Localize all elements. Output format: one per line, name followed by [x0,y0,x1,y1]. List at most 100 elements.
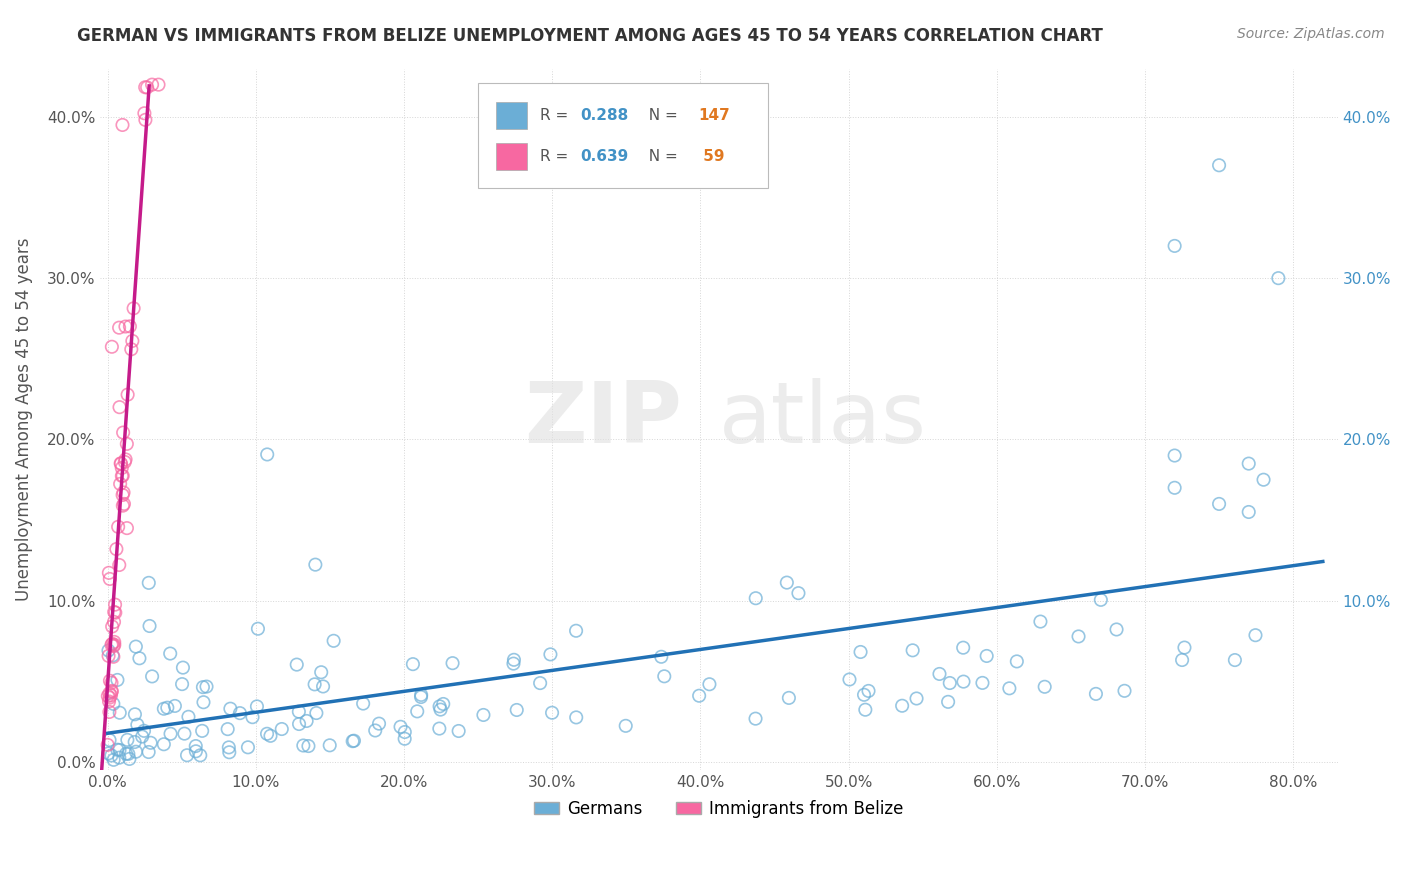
Point [650,649,672,664]
Point [103,635,125,649]
Point [159,727,181,741]
Point [858,684,880,698]
Point [472,708,495,723]
Point [1084,687,1107,701]
Point [98,733,121,747]
Point [118,319,141,334]
Point [114,452,136,467]
Point [776,575,799,590]
Point [939,676,962,690]
Point [364,723,387,738]
Point [141,78,163,92]
Point [176,748,198,763]
Point [128,651,150,665]
Point [104,598,127,612]
Point [901,643,924,657]
Point [110,457,132,471]
Point [368,716,391,731]
Point [108,743,131,757]
Point [972,676,994,690]
Point [163,698,186,713]
Point [141,669,163,683]
Point [1244,628,1267,642]
Text: 0.639: 0.639 [581,149,628,164]
Point [297,739,319,753]
Point [172,660,194,674]
Point [156,700,179,714]
Point [100,684,122,698]
Point [134,106,156,120]
Point [441,656,464,670]
Point [652,669,675,683]
Point [122,301,145,316]
Point [134,112,156,127]
Point [103,638,125,652]
Point [288,705,311,719]
Point [1173,640,1195,655]
Point [343,733,366,747]
Point [184,739,207,753]
Point [132,723,155,738]
Point [936,695,959,709]
Point [976,648,998,663]
Point [409,690,432,704]
Point [432,697,454,711]
Point [342,734,364,748]
Point [905,691,928,706]
Point [506,703,529,717]
Point [153,702,176,716]
Point [309,665,332,680]
Text: ZIP: ZIP [524,377,682,461]
Point [389,720,412,734]
Point [108,750,131,764]
Point [111,469,134,483]
Text: atlas: atlas [718,377,927,461]
Point [744,712,766,726]
Point [838,673,860,687]
Point [105,742,128,756]
Point [97,648,120,663]
Point [292,739,315,753]
Point [352,697,374,711]
Point [1171,653,1194,667]
Point [322,633,344,648]
Point [98,686,121,700]
Point [159,647,181,661]
Point [778,690,800,705]
Point [124,735,146,749]
Point [447,723,470,738]
Point [191,680,214,694]
Text: N =: N = [638,149,682,164]
Point [107,520,129,534]
Point [849,645,872,659]
Point [98,690,121,705]
Point [98,705,121,719]
Point [103,605,125,619]
Point [112,497,135,511]
Point [97,738,120,752]
Point [117,747,139,761]
Point [97,566,120,580]
Point [256,447,278,461]
Point [193,695,215,709]
Point [98,694,121,708]
Point [614,719,637,733]
Point [107,673,129,687]
Point [100,638,122,652]
Point [1163,239,1185,253]
Point [1253,473,1275,487]
Point [1237,505,1260,519]
Point [124,707,146,722]
Point [217,722,239,736]
Point [108,476,131,491]
Point [103,649,125,664]
Legend: Germans, Immigrants from Belize: Germans, Immigrants from Belize [527,794,911,825]
Point [105,542,128,557]
Text: R =: R = [540,149,572,164]
Point [928,667,950,681]
Point [787,586,810,600]
Point [110,457,132,471]
Point [304,558,326,572]
Point [101,637,124,651]
Point [246,622,269,636]
